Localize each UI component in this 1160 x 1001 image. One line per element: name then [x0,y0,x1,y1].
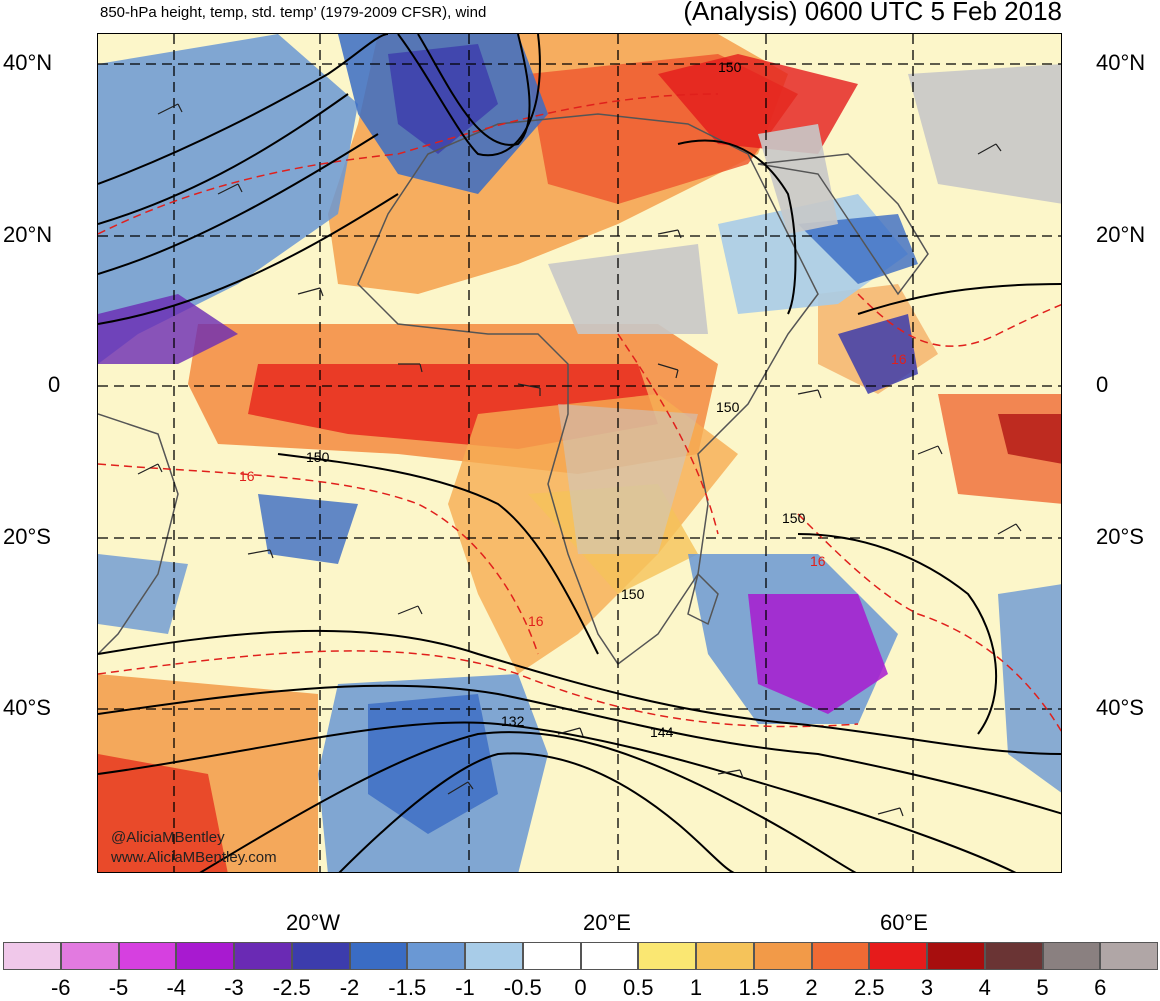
colorbar-swatch [291,942,350,970]
colorbar-label: -2 [339,975,360,1000]
lon-label-20e: 20°E [583,910,631,935]
height-label-150-b: 150 [306,449,330,465]
colorbar-swatch [234,942,292,970]
lat-label-40s-left: 40°S [3,695,51,720]
height-label-132: 132 [501,713,525,729]
lat-label-40n-left: 40°N [3,50,53,75]
temperature-contours [98,93,1061,733]
colorbar-swatch [753,942,812,970]
colorbar-label: 3 [920,975,934,1000]
colorbar-label: 5 [1036,975,1049,1000]
temp-label-16-b: 16 [528,613,544,629]
lat-label-20s-left: 20°S [3,524,51,549]
colorbar-labels: -6 -5 -4 -3 -2.5 -2 -1.5 -1 -0.5 0 0.5 1 1.5 2 2.5 3 4 5 6 [0,975,1160,1000]
colorbar-swatch [1042,942,1101,970]
colorbar-swatch [60,942,119,970]
height-label-150-a: 150 [718,59,742,75]
anomaly-shading [98,34,1061,872]
lat-label-40s-right: 40°S [1096,695,1144,720]
colorbar-label: 2.5 [853,975,885,1000]
wind-barbs [137,103,1022,817]
colorbar-label: 1.5 [738,975,770,1000]
colorbar-label: -0.5 [503,975,542,1000]
colorbar-swatch [984,942,1043,970]
temp-label-16-c: 16 [891,351,907,367]
colorbar-label: 6 [1094,975,1107,1000]
lat-label-20n-right: 20°N [1096,222,1146,247]
coastlines [98,113,929,666]
colorbar-swatch [176,942,234,970]
colorbar-label: -1 [455,975,475,1000]
height-contours [98,34,1061,872]
map-panel: 150 150 150 150 150 132 144 16 16 16 16 [97,33,1062,873]
colorbar-label: 2 [805,975,818,1000]
lon-label-60e: 60°E [880,910,928,935]
lat-label-0-right: 0 [1096,372,1109,397]
colorbar-label: 0 [574,975,587,1000]
colorbar-label: -6 [50,975,71,1000]
colorbar-label: -5 [108,975,129,1000]
height-label-144: 144 [650,724,674,740]
colorbar-swatch [465,942,523,970]
colorbar-swatch [407,942,465,970]
colorbar-swatch [869,942,927,970]
colorbar-swatch [118,942,177,970]
colorbar-label: -1.5 [388,975,427,1000]
height-label-150-c: 150 [716,399,740,415]
credit-website: www.AliciaMBentley.com [111,849,277,866]
colorbar-label: 4 [978,975,991,1000]
colorbar-label: 0.5 [622,975,654,1000]
map-canvas: 150 150 150 150 150 132 144 16 16 16 16 [98,34,1061,872]
colorbar-swatch [696,942,754,970]
colorbar-swatch [927,942,985,970]
colorbar-swatch [522,942,581,970]
colorbar-label: -2.5 [272,975,311,1000]
colorbar-swatch [580,942,639,970]
lat-label-40n-right: 40°N [1096,50,1146,75]
temp-label-16-d: 16 [810,553,826,569]
colorbar-swatch [3,942,61,970]
colorbar-swatch [1100,942,1158,970]
colorbar-label: 1 [689,975,703,1000]
map-title: (Analysis) 0600 UTC 5 Feb 2018 [683,0,1062,26]
lat-label-20s-right: 20°S [1096,524,1144,549]
graticule [98,34,1061,872]
colorbar [3,942,1158,970]
height-label-150-d: 150 [782,510,806,526]
colorbar-swatch [638,942,696,970]
credit-handle: @AliciaMBentley [111,829,225,846]
colorbar-swatch [349,942,408,970]
lon-label-20w: 20°W [286,910,341,935]
lat-label-20n-left: 20°N [3,222,53,247]
colorbar-label: -4 [166,975,187,1000]
height-label-150-e: 150 [621,586,645,602]
lat-label-0-left: 0 [48,372,61,397]
map-subtitle: 850-hPa height, temp, std. temp’ (1979-2… [100,4,487,21]
colorbar-label: -3 [224,975,244,1000]
colorbar-swatch [811,942,870,970]
temp-label-16-a: 16 [239,468,255,484]
